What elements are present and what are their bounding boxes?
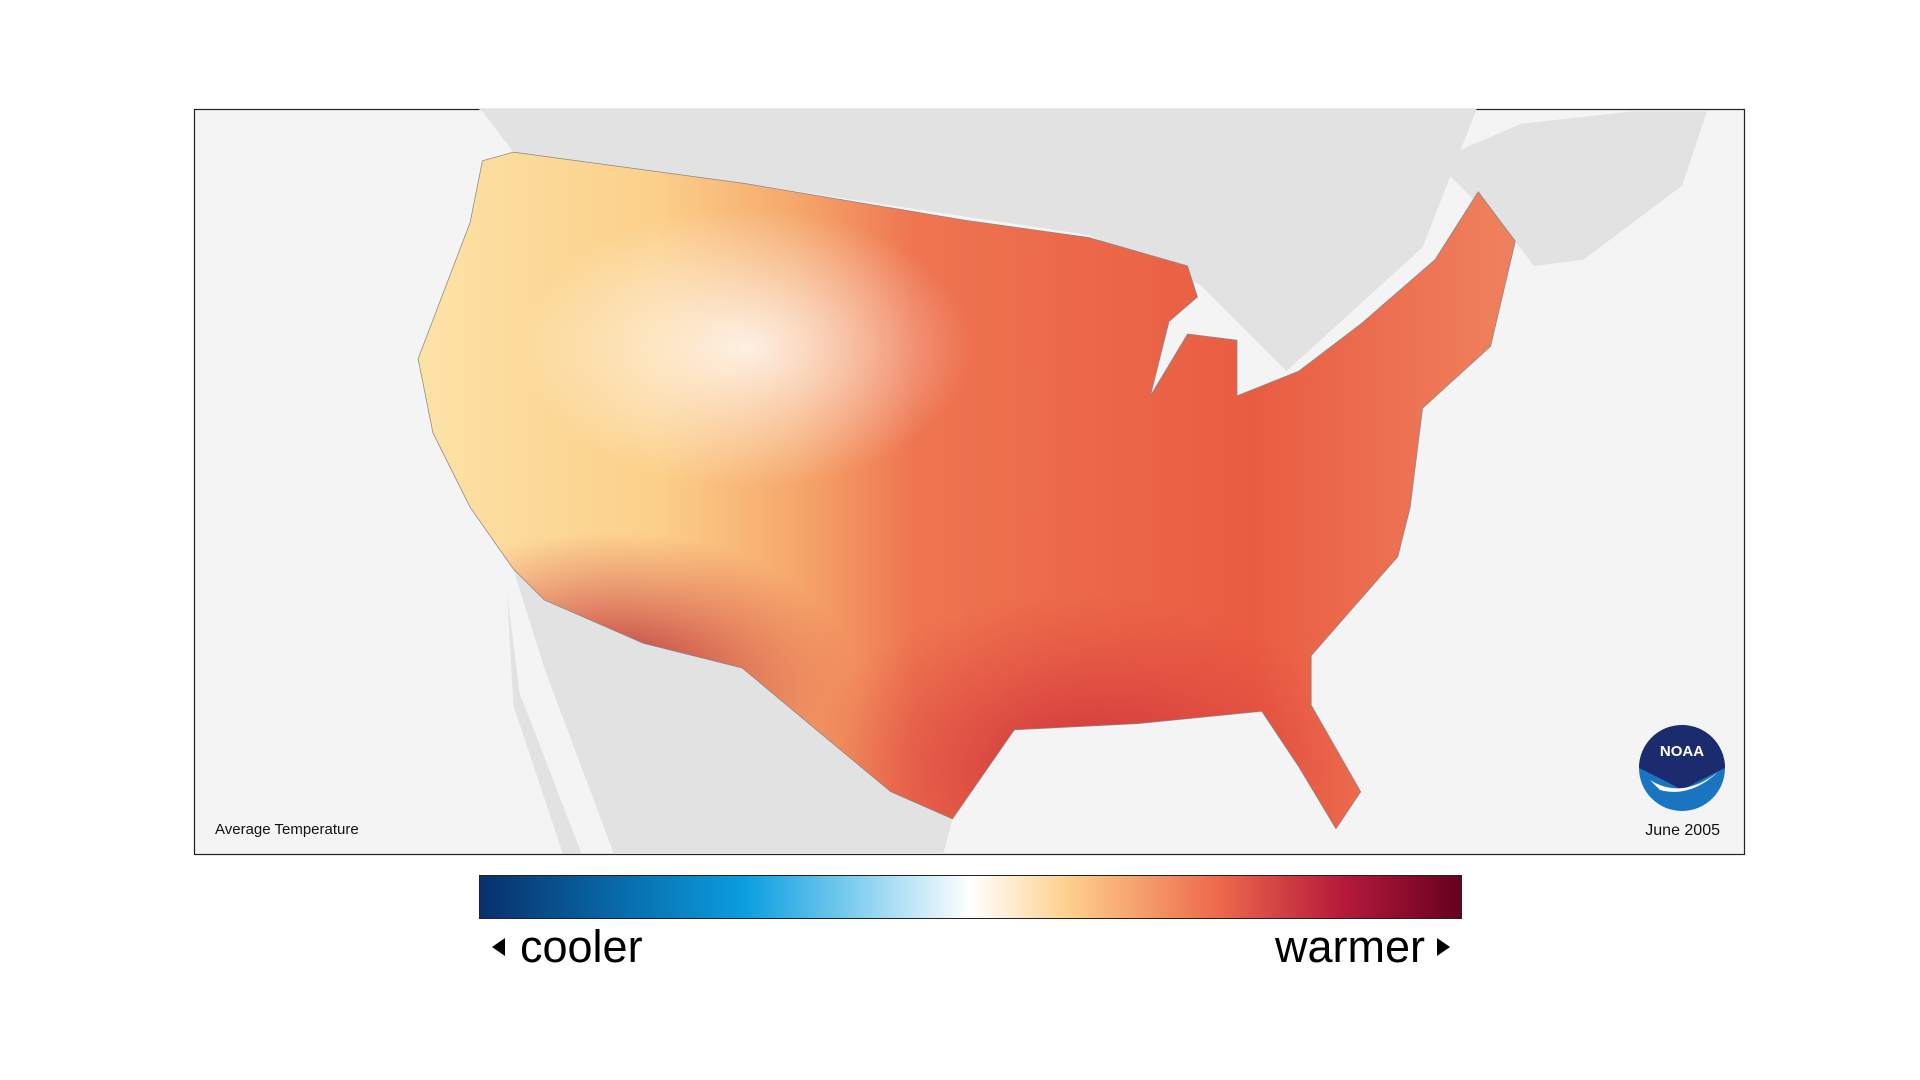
color-legend: cooler warmer (479, 875, 1462, 972)
map-date: June 2005 (1645, 822, 1720, 839)
legend-low: cooler (520, 921, 643, 972)
baja (507, 593, 582, 854)
map-frame: Average Temperature June 2005 NOAA (193, 108, 1746, 856)
left-arrow (492, 938, 505, 956)
right-arrow (1437, 938, 1450, 956)
color-bar (479, 875, 1462, 919)
noaa-logo: NOAA (1639, 725, 1725, 811)
map-title: Average Temperature (215, 821, 359, 838)
canada (478, 109, 1477, 372)
legend-high: warmer (1274, 921, 1425, 972)
mexico (513, 569, 953, 854)
logo-text: NOAA (1660, 743, 1704, 760)
